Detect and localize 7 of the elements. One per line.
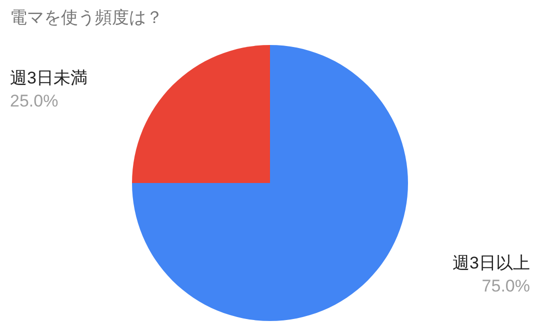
slice-label: 週3日未満 [10, 68, 88, 88]
chart-title: 電マを使う頻度は？ [10, 8, 163, 27]
data-label: 25.0% [10, 91, 58, 110]
pie-slice [132, 45, 270, 183]
pie-slice [132, 45, 408, 321]
slice-label: 週3日以上 [452, 254, 530, 273]
data-label: 75.0% [482, 276, 530, 296]
